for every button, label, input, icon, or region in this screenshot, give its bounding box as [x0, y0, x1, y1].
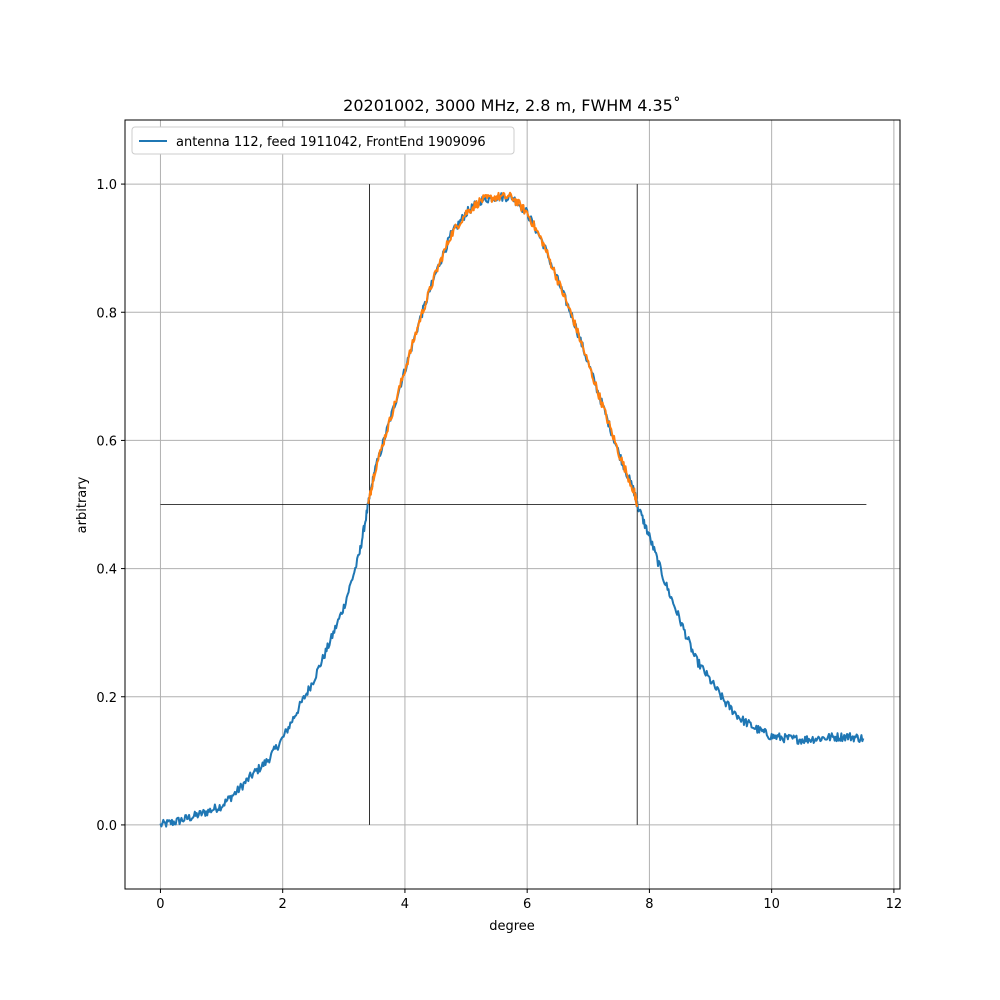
x-tick-label: 10: [763, 897, 780, 912]
y-tick-label: 0.8: [96, 306, 117, 321]
y-tick-label: 1.0: [96, 178, 117, 193]
series-lines: [159, 191, 865, 828]
y-tick-label: 0.4: [96, 563, 117, 578]
chart-title: 20201002, 3000 MHz, 2.8 m, FWHM 4.35˚: [343, 96, 681, 115]
x-axis-label: degree: [489, 919, 535, 934]
y-axis-ticks: 0.0 0.2 0.4 0.6 0.8 1.0: [96, 178, 125, 834]
x-tick-label: 12: [886, 897, 903, 912]
x-tick-label: 0: [156, 897, 164, 912]
y-tick-label: 0.0: [96, 819, 117, 834]
x-axis-ticks: 0 2 4 6 8 10 12: [156, 889, 902, 912]
x-tick-label: 6: [523, 897, 531, 912]
y-axis-label: arbitrary: [75, 476, 90, 533]
y-tick-label: 0.2: [96, 691, 117, 706]
legend: antenna 112, feed 1911042, FrontEnd 1909…: [131, 126, 515, 155]
x-tick-label: 8: [645, 897, 653, 912]
plot-frame: [124, 119, 901, 890]
series-line-1: [367, 191, 639, 508]
y-tick-label: 0.6: [96, 434, 117, 449]
x-tick-label: 2: [279, 897, 287, 912]
legend-box: [131, 126, 515, 155]
x-tick-label: 4: [401, 897, 409, 912]
legend-label: antenna 112, feed 1911042, FrontEnd 1909…: [176, 135, 486, 150]
